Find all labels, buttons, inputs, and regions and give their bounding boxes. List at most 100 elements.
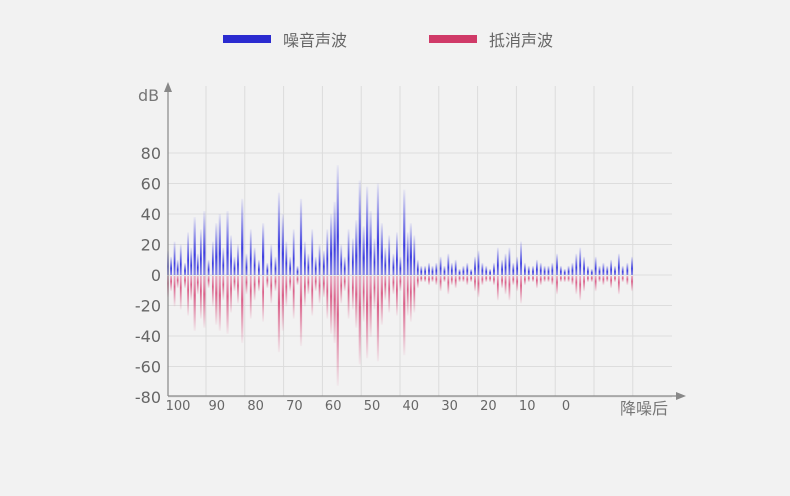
cancel-bar	[594, 276, 597, 292]
noise-bar	[512, 262, 515, 275]
cancel-bar	[355, 276, 358, 328]
noise-bar	[556, 253, 558, 275]
cancel-bar	[262, 276, 265, 322]
cancel-bar	[218, 276, 221, 331]
cancel-bar	[523, 276, 526, 286]
noise-bar	[211, 241, 214, 275]
noise-bar	[351, 238, 354, 275]
cancel-bar	[196, 276, 199, 295]
noise-bar	[447, 253, 450, 275]
noise-bar	[559, 265, 562, 275]
noise-bar	[631, 256, 633, 275]
noise-bar	[424, 265, 427, 275]
noise-bar	[523, 262, 526, 275]
noise-bar	[516, 256, 519, 275]
noise-bar	[270, 244, 273, 275]
x-tick-label: 70	[286, 399, 303, 414]
cancel-bar	[362, 276, 365, 322]
noise-bar	[520, 241, 522, 275]
noise-bar	[590, 268, 593, 275]
noise-bar	[606, 265, 609, 275]
cancel-bar	[281, 276, 284, 331]
cancel-bar	[330, 276, 333, 334]
cancel-bar	[583, 276, 585, 292]
cancel-bar	[266, 276, 269, 289]
cancel-bar	[373, 276, 376, 310]
cancel-bar	[388, 276, 391, 313]
noise-bar	[277, 192, 281, 275]
y-tick-label: -80	[135, 388, 161, 407]
cancel-bar	[621, 276, 624, 283]
cancel-bar	[527, 276, 530, 283]
noise-bar	[493, 262, 495, 275]
cancel-bar	[428, 276, 430, 286]
noise-bar	[196, 253, 199, 275]
noise-bar	[289, 256, 292, 275]
cancel-bar	[539, 276, 542, 286]
noise-bar	[366, 186, 369, 275]
noise-bar	[551, 262, 554, 275]
cancel-bar	[626, 276, 629, 286]
y-axis-arrow-icon	[164, 82, 172, 92]
cancel-bar	[299, 276, 303, 347]
cancel-bar	[173, 276, 176, 307]
cancel-bar	[190, 276, 193, 301]
noise-bar	[253, 247, 256, 275]
noise-bar	[458, 268, 461, 275]
cancel-bar	[454, 276, 457, 289]
x-tick-label: 50	[364, 399, 381, 414]
cancel-bar	[416, 276, 419, 289]
noise-bar	[266, 262, 269, 275]
cancel-bar	[571, 276, 574, 286]
noise-bar	[318, 244, 321, 275]
cancel-bar	[311, 276, 314, 316]
cancel-bar	[380, 276, 383, 325]
cancel-bar	[512, 276, 515, 286]
noise-bar	[571, 262, 574, 275]
noise-bar	[299, 198, 303, 275]
noise-bar	[296, 265, 299, 275]
axes: dB 降噪后	[138, 82, 686, 418]
noise-bar	[547, 265, 550, 275]
x-axis-arrow-icon	[676, 392, 686, 400]
noise-bar	[340, 244, 343, 275]
noise-bar	[257, 259, 260, 275]
noise-bar	[496, 247, 499, 275]
noise-bar	[237, 244, 239, 275]
cancel-bar	[450, 276, 453, 286]
cancel-bar	[241, 276, 244, 344]
noise-bar	[470, 268, 473, 275]
y-tick-label: 40	[141, 205, 161, 224]
cancel-bar	[563, 276, 566, 283]
noise-bar	[245, 253, 248, 275]
noise-bar	[583, 256, 585, 275]
noise-bar	[501, 259, 503, 275]
noise-bar	[532, 265, 534, 275]
cancel-bar	[559, 276, 562, 283]
cancel-bar	[551, 276, 554, 286]
cancel-bar	[369, 276, 372, 337]
y-tick-label: 0	[151, 266, 161, 285]
cancel-bar	[458, 276, 461, 283]
cancel-bar	[274, 276, 277, 292]
x-tick-label: 40	[403, 399, 420, 414]
cancel-bar	[575, 276, 578, 295]
y-tick-label: 20	[141, 236, 161, 255]
noise-bar	[384, 247, 387, 275]
noise-bar	[281, 214, 284, 275]
cancel-bar	[392, 276, 395, 295]
cancel-bar	[508, 276, 511, 301]
cancel-bar	[384, 276, 387, 301]
cancel-bar	[296, 276, 299, 286]
cancel-bar	[532, 276, 534, 283]
cancel-bar	[184, 276, 186, 289]
cancel-bar	[333, 276, 336, 344]
noise-bar	[376, 183, 380, 275]
noise-bar	[575, 253, 578, 275]
y-tick-label: -60	[135, 358, 161, 377]
cancel-bar	[602, 276, 605, 286]
cancel-bar	[207, 276, 210, 289]
cancel-bar	[504, 276, 507, 295]
legend-label-cancel: 抵消声波	[489, 31, 553, 50]
cancel-bar	[470, 276, 473, 283]
